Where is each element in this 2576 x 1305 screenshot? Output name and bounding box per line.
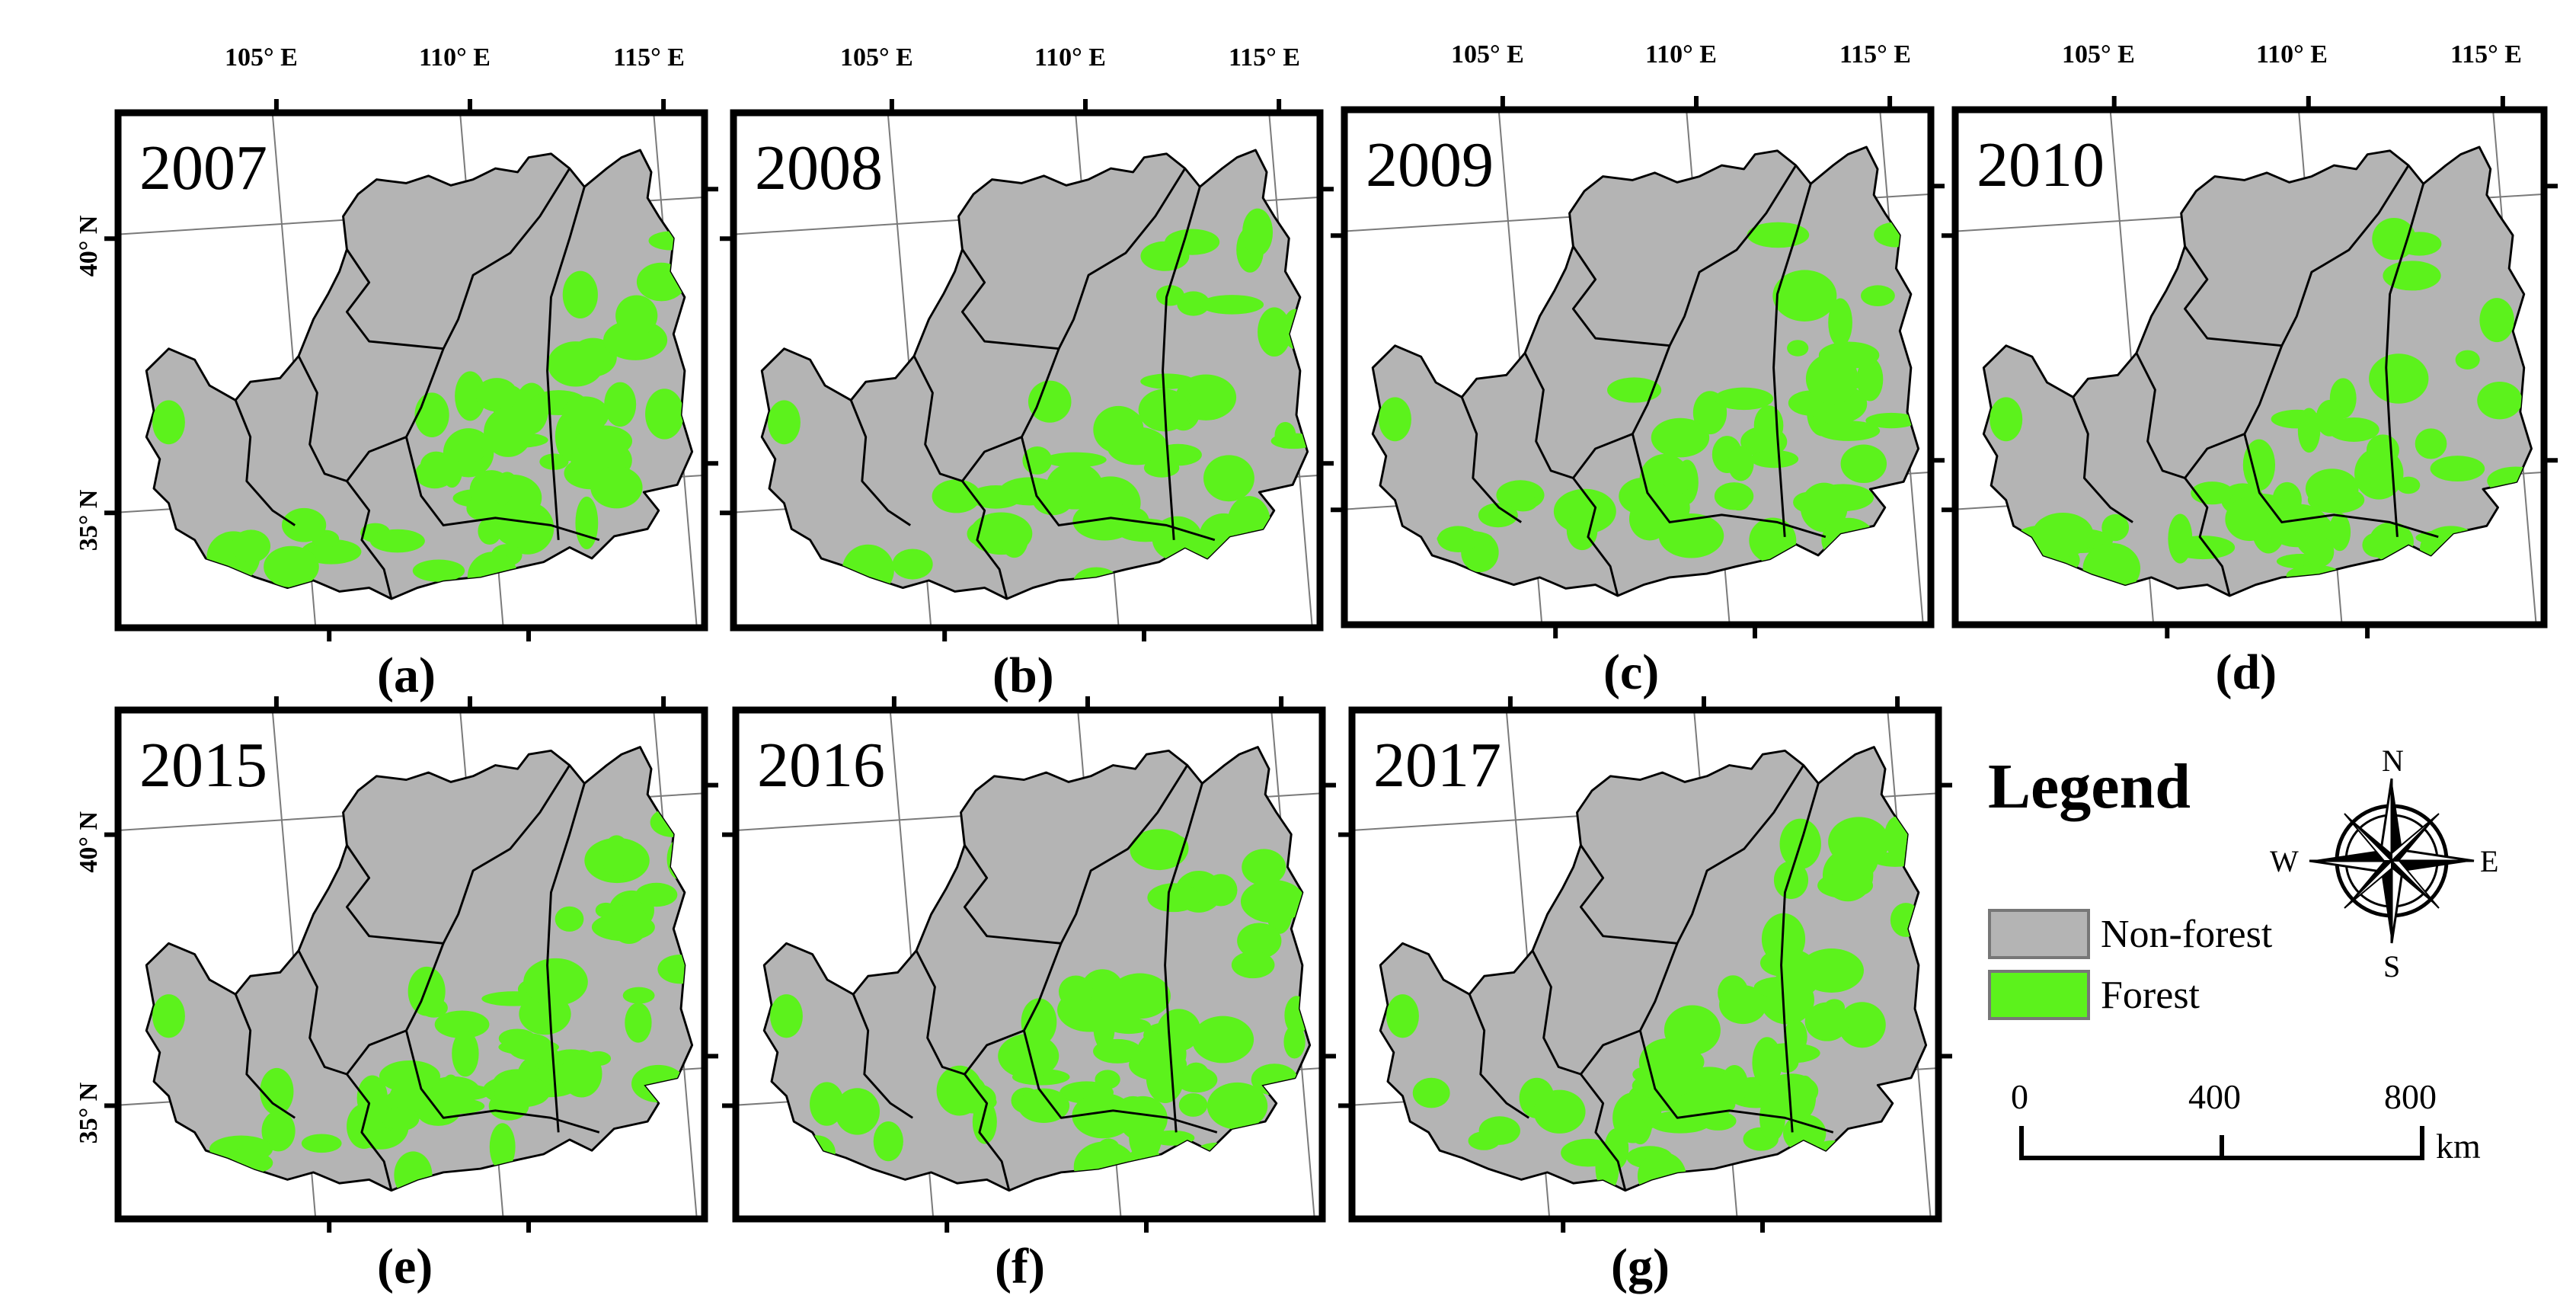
longitude-label: 110° E [419, 43, 491, 72]
map-panel-2008: 105° E 110° E 115° E 2008 (b) [720, 43, 1334, 703]
panel-frame [114, 706, 708, 1223]
legend-swatch-non-forest [1988, 909, 2090, 959]
province-boundaries [1468, 764, 1834, 1191]
legend-swatch-forest [1988, 970, 2090, 1020]
legend-label-non-forest: Non-forest [2101, 913, 2273, 956]
study-region [762, 746, 1312, 1192]
province-boundaries [852, 764, 1218, 1191]
latitude-label: 40° N [75, 811, 103, 873]
compass-w: W [2270, 844, 2299, 878]
compass-n: N [2382, 744, 2404, 778]
study-region [145, 149, 694, 600]
forest-area [152, 231, 692, 600]
panel-frame [1348, 706, 1942, 1223]
legend-label-forest: Forest [2101, 974, 2200, 1017]
longitude-label: 115° E [1229, 43, 1300, 72]
map-panel-2010: 105° E 110° E 115° E 2010 (d) [1942, 40, 2558, 700]
year-label: 2015 [139, 730, 267, 801]
province-boundaries [849, 168, 1216, 600]
map-panel-2017: 2017 (g) [1338, 696, 1952, 1294]
longitude-label: 105° E [840, 43, 913, 72]
study-region [1982, 146, 2533, 597]
panel-label: (b) [992, 648, 1054, 703]
longitude-label: 115° E [1839, 40, 1911, 69]
map-panel-2016: 2016 (f) [722, 696, 1336, 1294]
year-label: 2017 [1373, 730, 1501, 801]
panel-label: (e) [377, 1239, 433, 1294]
longitude-label: 110° E [2256, 40, 2328, 69]
forest-area [1386, 816, 1922, 1191]
scale-tick-800: 800 [2384, 1077, 2437, 1116]
map-panel-2009: 105° E 110° E 115° E 2009 (c) [1331, 40, 1945, 700]
map-panel-2007: 105° E 110° E 115° E 40° N 35° N 2007 (a) [75, 43, 718, 703]
study-region [760, 149, 1309, 600]
longitude-label: 115° E [613, 43, 685, 72]
scale-bar: 0 400 800 km [2011, 1077, 2481, 1166]
panel-label: (g) [1611, 1239, 1670, 1294]
longitude-label: 110° E [1034, 43, 1106, 72]
forest-area [1990, 218, 2532, 594]
panel-frame [1951, 106, 2548, 629]
panel-frame [732, 706, 1326, 1223]
province-boundaries [234, 168, 600, 600]
scale-tick-0: 0 [2011, 1077, 2028, 1116]
compass-e: E [2480, 844, 2498, 878]
longitude-label: 105° E [225, 43, 298, 72]
scale-unit: km [2436, 1127, 2481, 1166]
study-region [1379, 746, 1928, 1192]
panel-frame [1341, 106, 1935, 629]
year-label: 2009 [1366, 130, 1494, 200]
study-region [1371, 146, 1920, 597]
north-arrow-icon: N S E W [2270, 744, 2498, 984]
province-boundaries [1460, 165, 1827, 597]
longitude-label: 105° E [2062, 40, 2135, 69]
legend: Legend Non-forest Forest [1988, 751, 2273, 1020]
longitude-label: 110° E [1645, 40, 1717, 69]
province-boundaries [234, 764, 600, 1191]
year-label: 2008 [755, 133, 883, 203]
scale-tick-400: 400 [2188, 1077, 2241, 1116]
longitude-label: 105° E [1451, 40, 1524, 69]
panel-label: (c) [1603, 645, 1659, 700]
province-boundaries [2072, 165, 2439, 597]
latitude-label: 35° N [75, 1082, 103, 1143]
legend-title: Legend [1988, 751, 2191, 822]
map-panel-2015: 40° N 35° N 2015 (e) [75, 696, 718, 1294]
panel-frame [730, 109, 1324, 632]
panel-frame [114, 109, 708, 632]
year-label: 2016 [757, 730, 885, 801]
study-region [145, 746, 694, 1192]
panel-label: (a) [377, 648, 436, 703]
latitude-label: 40° N [75, 215, 103, 277]
non-forest-area [145, 149, 694, 600]
panel-label: (d) [2216, 645, 2277, 700]
year-label: 2010 [1977, 130, 2105, 200]
panel-label: (f) [995, 1239, 1045, 1294]
year-label: 2007 [139, 133, 267, 203]
longitude-label: 115° E [2450, 40, 2522, 69]
compass-s: S [2383, 949, 2400, 984]
latitude-label: 35° N [75, 489, 103, 551]
